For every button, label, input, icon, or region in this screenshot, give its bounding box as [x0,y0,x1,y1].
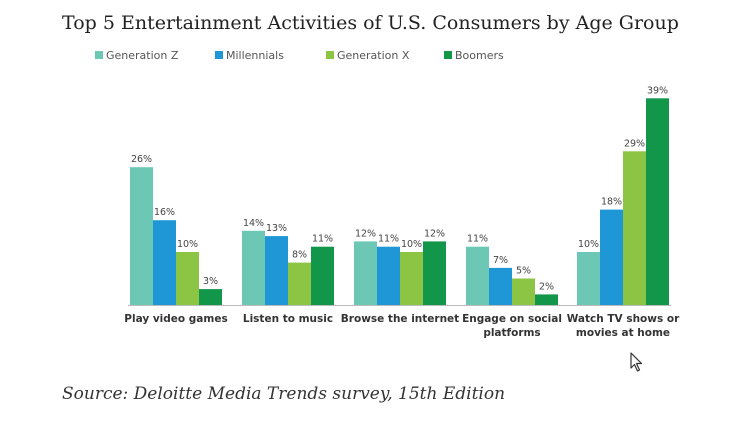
bar-group-listen-to-music: 14% 13% 8% 11% [242,218,334,305]
bar-generation-x-watch-tv-shows-or-movies-at-home [623,151,646,305]
category-label-watch-tv-shows-or-movies-at-home: Watch TV shows or movies at home [567,313,680,339]
legend-swatch [326,51,334,59]
data-label: 7% [493,255,508,266]
bar-group-watch-tv-shows-or-movies-at-home: 10% 18% 29% 39% [577,85,669,305]
category-label-browse-the-internet: Browse the internet [341,313,459,325]
category-label-engage-on-social-platforms: Engage on social platforms [462,313,562,339]
bar-generation-x-engage-on-social-platforms [512,278,535,305]
bar-millennials-engage-on-social-platforms [489,267,512,305]
data-label: 2% [539,281,554,292]
data-label: 14% [243,218,264,229]
bar-group-engage-on-social-platforms: 11% 7% 5% 2% [466,234,558,305]
legend-item-generation-z: Generation Z [95,49,179,62]
legend-label: Boomers [455,49,504,62]
mouse-cursor-icon [630,352,643,372]
bar-millennials-browse-the-internet [377,246,400,305]
legend-item-boomers: Boomers [444,49,504,62]
bar-generation-x-play-video-games [176,252,199,305]
bar-boomers-watch-tv-shows-or-movies-at-home [646,98,669,305]
bar-generation-z-listen-to-music [242,230,265,305]
legend-item-millennials: Millennials [215,49,284,62]
data-label: 16% [154,207,175,218]
bar-generation-x-browse-the-internet [400,252,423,305]
chart-legend: Generation Z Millennials Generation X Boome… [95,49,504,62]
bar-groups: 26%16%10%3%14% 13%8%11% 12% 11% 10%12% 11%7%5… [130,85,669,305]
bar-millennials-listen-to-music [265,236,288,305]
legend-label: Generation X [337,49,410,62]
legend-label: Generation Z [106,49,179,62]
data-label: 12% [355,228,376,239]
data-label: 12% [424,228,445,239]
data-label: 10% [177,239,198,250]
data-label: 18% [601,197,622,208]
data-label: 39% [647,85,668,96]
data-label: 11% [312,234,333,245]
bar-millennials-watch-tv-shows-or-movies-at-home [600,209,623,305]
chart-title: Top 5 Entertainment Activities of U.S. C… [62,12,679,34]
data-label: 11% [378,234,399,245]
source-note: Source: Deloitte Media Trends survey, 15… [62,384,506,404]
category-label-play-video-games: Play video games [124,313,227,325]
bar-group-play-video-games: 26% 16% 10% 3% [130,154,222,305]
legend-swatch [215,51,223,59]
data-label: 8% [292,250,307,261]
bar-generation-z-engage-on-social-platforms [466,246,489,305]
data-label: 10% [578,239,599,250]
bar-generation-z-browse-the-internet [354,241,377,305]
bar-boomers-engage-on-social-platforms [535,294,558,305]
legend-swatch [444,51,452,59]
legend-swatch [95,51,103,59]
bar-millennials-play-video-games [153,220,176,305]
category-label-listen-to-music: Listen to music [243,313,333,325]
legend-label: Millennials [226,49,284,62]
data-label: 29% [624,138,645,149]
data-label: 11% [467,234,488,245]
bar-boomers-play-video-games [199,289,222,305]
category-labels: Play video games Listen to music Browse th… [124,313,680,339]
legend-item-generation-x: Generation X [326,49,410,62]
bar-boomers-browse-the-internet [423,241,446,305]
data-label: 3% [203,276,218,287]
data-label: 10% [401,239,422,250]
bar-generation-x-listen-to-music [288,262,311,305]
data-label: 26% [131,154,152,165]
bar-generation-z-play-video-games [130,167,153,305]
bar-generation-z-watch-tv-shows-or-movies-at-home [577,252,600,305]
data-label: 13% [266,223,287,234]
bar-group-browse-the-internet: 12% 11% 10%12% [354,228,446,305]
data-label: 5% [516,266,531,277]
bar-boomers-listen-to-music [311,246,334,305]
